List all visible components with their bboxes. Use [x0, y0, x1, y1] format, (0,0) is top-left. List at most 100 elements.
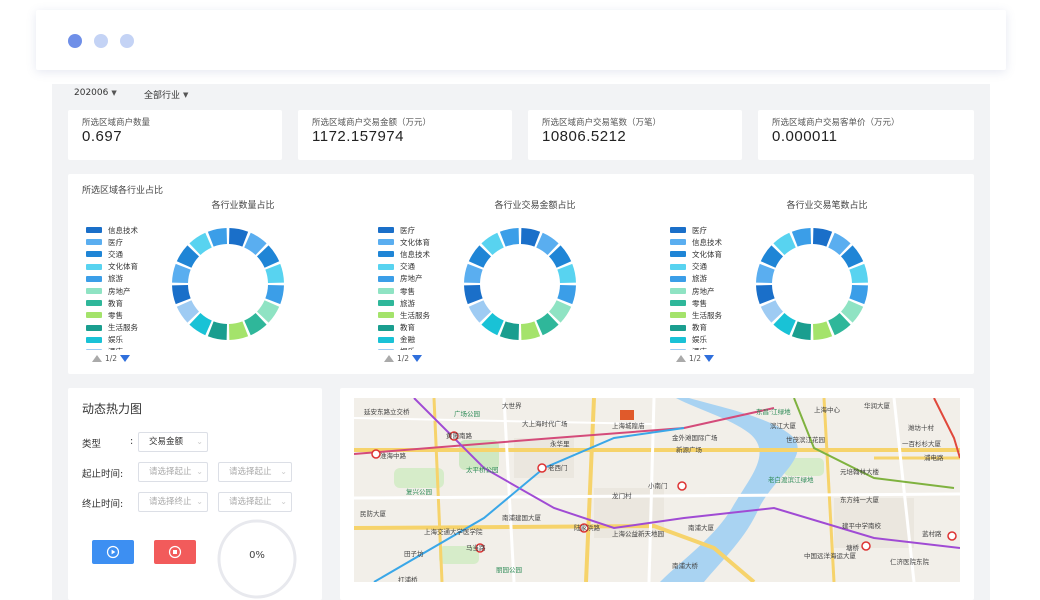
legend-item[interactable]: 娱乐 — [670, 334, 760, 346]
map-place-label[interactable]: 延安东路立交桥 — [364, 408, 410, 416]
donut-segment[interactable] — [499, 321, 519, 340]
donut-segment[interactable] — [840, 300, 864, 323]
map-place-label[interactable]: 上海交通大学医学院 — [424, 528, 483, 536]
donut-segment[interactable] — [760, 300, 784, 323]
map-place-label[interactable]: 淮海中路 — [380, 452, 406, 460]
page-up-icon[interactable] — [676, 355, 686, 362]
donut-segment[interactable] — [557, 263, 576, 283]
map-place-label[interactable]: 中国远洋海运大厦 — [804, 552, 856, 560]
map-place-label[interactable]: 南浦大厦 — [688, 524, 714, 532]
map-place-label[interactable]: 建平中学南校 — [842, 522, 881, 530]
map-place-label[interactable]: 塘桥 — [846, 544, 859, 552]
donut-segment[interactable] — [760, 245, 784, 268]
donut-segment[interactable] — [176, 245, 200, 268]
legend-item[interactable]: 教育 — [378, 322, 468, 334]
map-place-label[interactable]: 大世界 — [502, 402, 522, 410]
donut-segment[interactable] — [481, 312, 504, 336]
map-place-label[interactable]: 蓝村路 — [922, 530, 942, 538]
map-place-label[interactable]: 仁济医院东院 — [890, 558, 929, 566]
map-place-label[interactable]: 东方纯一大厦 — [840, 496, 879, 504]
map-place-label[interactable]: 滨江大厦 — [770, 422, 796, 430]
legend-item[interactable]: 娱乐 — [86, 334, 176, 346]
donut-segment[interactable] — [828, 232, 851, 256]
map-place-label[interactable]: 上海中心 — [814, 406, 840, 414]
legend-item[interactable]: 零售 — [670, 297, 760, 309]
donut-segment[interactable] — [849, 263, 868, 283]
donut-segment[interactable] — [536, 312, 559, 336]
legend-item[interactable]: 旅游 — [378, 297, 468, 309]
legend-item[interactable]: 医疗 — [86, 236, 176, 248]
map-place-label[interactable]: 大上海时代广场 — [522, 420, 568, 428]
industry-filter[interactable]: 全部行业 ▼ — [144, 88, 188, 102]
map-place-label[interactable]: 华润大厦 — [864, 402, 890, 410]
legend-item[interactable]: 交通 — [378, 261, 468, 273]
donut-segment[interactable] — [265, 263, 284, 283]
map-place-label[interactable]: 黄陂南路 — [446, 432, 472, 440]
window-dot-1[interactable] — [68, 34, 82, 48]
donut-segment[interactable] — [840, 245, 864, 268]
map-place-label[interactable]: 南浦建国大厦 — [502, 514, 541, 522]
donut-segment[interactable] — [548, 245, 572, 268]
donut-segment[interactable] — [548, 300, 572, 323]
legend-item[interactable]: 房地产 — [378, 273, 468, 285]
end-time-from-select[interactable]: 请选择终止 ⌄ — [138, 492, 208, 512]
donut-segment[interactable] — [813, 228, 833, 247]
city-map[interactable]: 延安东路立交桥 广场公园 大世界 大上海时代广场 上海城隍庙 东昌·江绿地 上海中心 华润大厦… — [354, 398, 960, 582]
map-place-label[interactable]: 老西门 — [548, 464, 568, 472]
map-place-label[interactable]: 小南门 — [648, 482, 668, 490]
donut-segment[interactable] — [172, 263, 191, 283]
donut-segment[interactable] — [773, 312, 796, 336]
legend-item[interactable]: 酒店 — [86, 346, 176, 350]
legend-item[interactable]: 娱乐 — [378, 346, 468, 350]
donut-segment[interactable] — [773, 232, 796, 256]
map-place-label[interactable]: 元培翰林大楼 — [840, 468, 879, 476]
map-place-label[interactable]: 新源广场 — [676, 446, 702, 454]
donut-segment[interactable] — [521, 321, 541, 340]
map-place-label[interactable]: 复兴公园 — [406, 488, 432, 496]
donut-segment[interactable] — [828, 312, 851, 336]
map-place-label[interactable]: 太平桥公园 — [466, 466, 499, 474]
legend-item[interactable]: 金融 — [378, 334, 468, 346]
page-up-icon[interactable] — [92, 355, 102, 362]
legend-item[interactable]: 文化体育 — [670, 248, 760, 260]
donut-segment[interactable] — [499, 228, 519, 247]
map-place-label[interactable]: 南浦大桥 — [672, 562, 698, 570]
legend-item[interactable]: 文化体育 — [86, 261, 176, 273]
legend-item[interactable]: 信息技术 — [86, 224, 176, 236]
donut-segment[interactable] — [464, 263, 483, 283]
legend-item[interactable]: 医疗 — [378, 224, 468, 236]
map-place-label[interactable]: 龙门村 — [612, 492, 632, 500]
donut-segment[interactable] — [244, 312, 267, 336]
map-place-label[interactable]: 永华里 — [550, 440, 570, 448]
map-place-label[interactable]: 世茂滨江花园 — [786, 436, 825, 444]
legend-item[interactable]: 交通 — [670, 261, 760, 273]
month-filter[interactable]: 202006 ▼ — [74, 88, 117, 98]
donut-segment[interactable] — [189, 312, 212, 336]
donut-segment[interactable] — [464, 285, 483, 305]
page-up-icon[interactable] — [384, 355, 394, 362]
map-place-label[interactable]: 民防大厦 — [360, 510, 386, 518]
legend-item[interactable]: 教育 — [670, 322, 760, 334]
end-time-to-select[interactable]: 请选择起止 ⌄ — [218, 492, 292, 512]
legend-item[interactable]: 信息技术 — [378, 248, 468, 260]
donut-segment[interactable] — [207, 228, 227, 247]
donut-segment[interactable] — [849, 285, 868, 305]
start-time-from-select[interactable]: 请选择起止 ⌄ — [138, 462, 208, 482]
donut-segment[interactable] — [207, 321, 227, 340]
legend-item[interactable]: 旅游 — [86, 273, 176, 285]
legend-item[interactable]: 医疗 — [670, 224, 760, 236]
donut-segment[interactable] — [172, 285, 191, 305]
window-dot-3[interactable] — [120, 34, 134, 48]
map-place-label[interactable]: 老白渡滨江绿地 — [768, 476, 814, 484]
legend-item[interactable]: 酒店 — [670, 346, 760, 350]
legend-item[interactable]: 零售 — [378, 285, 468, 297]
legend-item[interactable]: 零售 — [86, 309, 176, 321]
legend-item[interactable]: 生活服务 — [670, 309, 760, 321]
donut-segment[interactable] — [468, 300, 492, 323]
donut-segment[interactable] — [229, 321, 249, 340]
page-down-icon[interactable] — [412, 355, 423, 362]
legend-item[interactable]: 交通 — [86, 248, 176, 260]
legend-item[interactable]: 房地产 — [86, 285, 176, 297]
donut-segment[interactable] — [176, 300, 200, 323]
donut-segment[interactable] — [468, 245, 492, 268]
